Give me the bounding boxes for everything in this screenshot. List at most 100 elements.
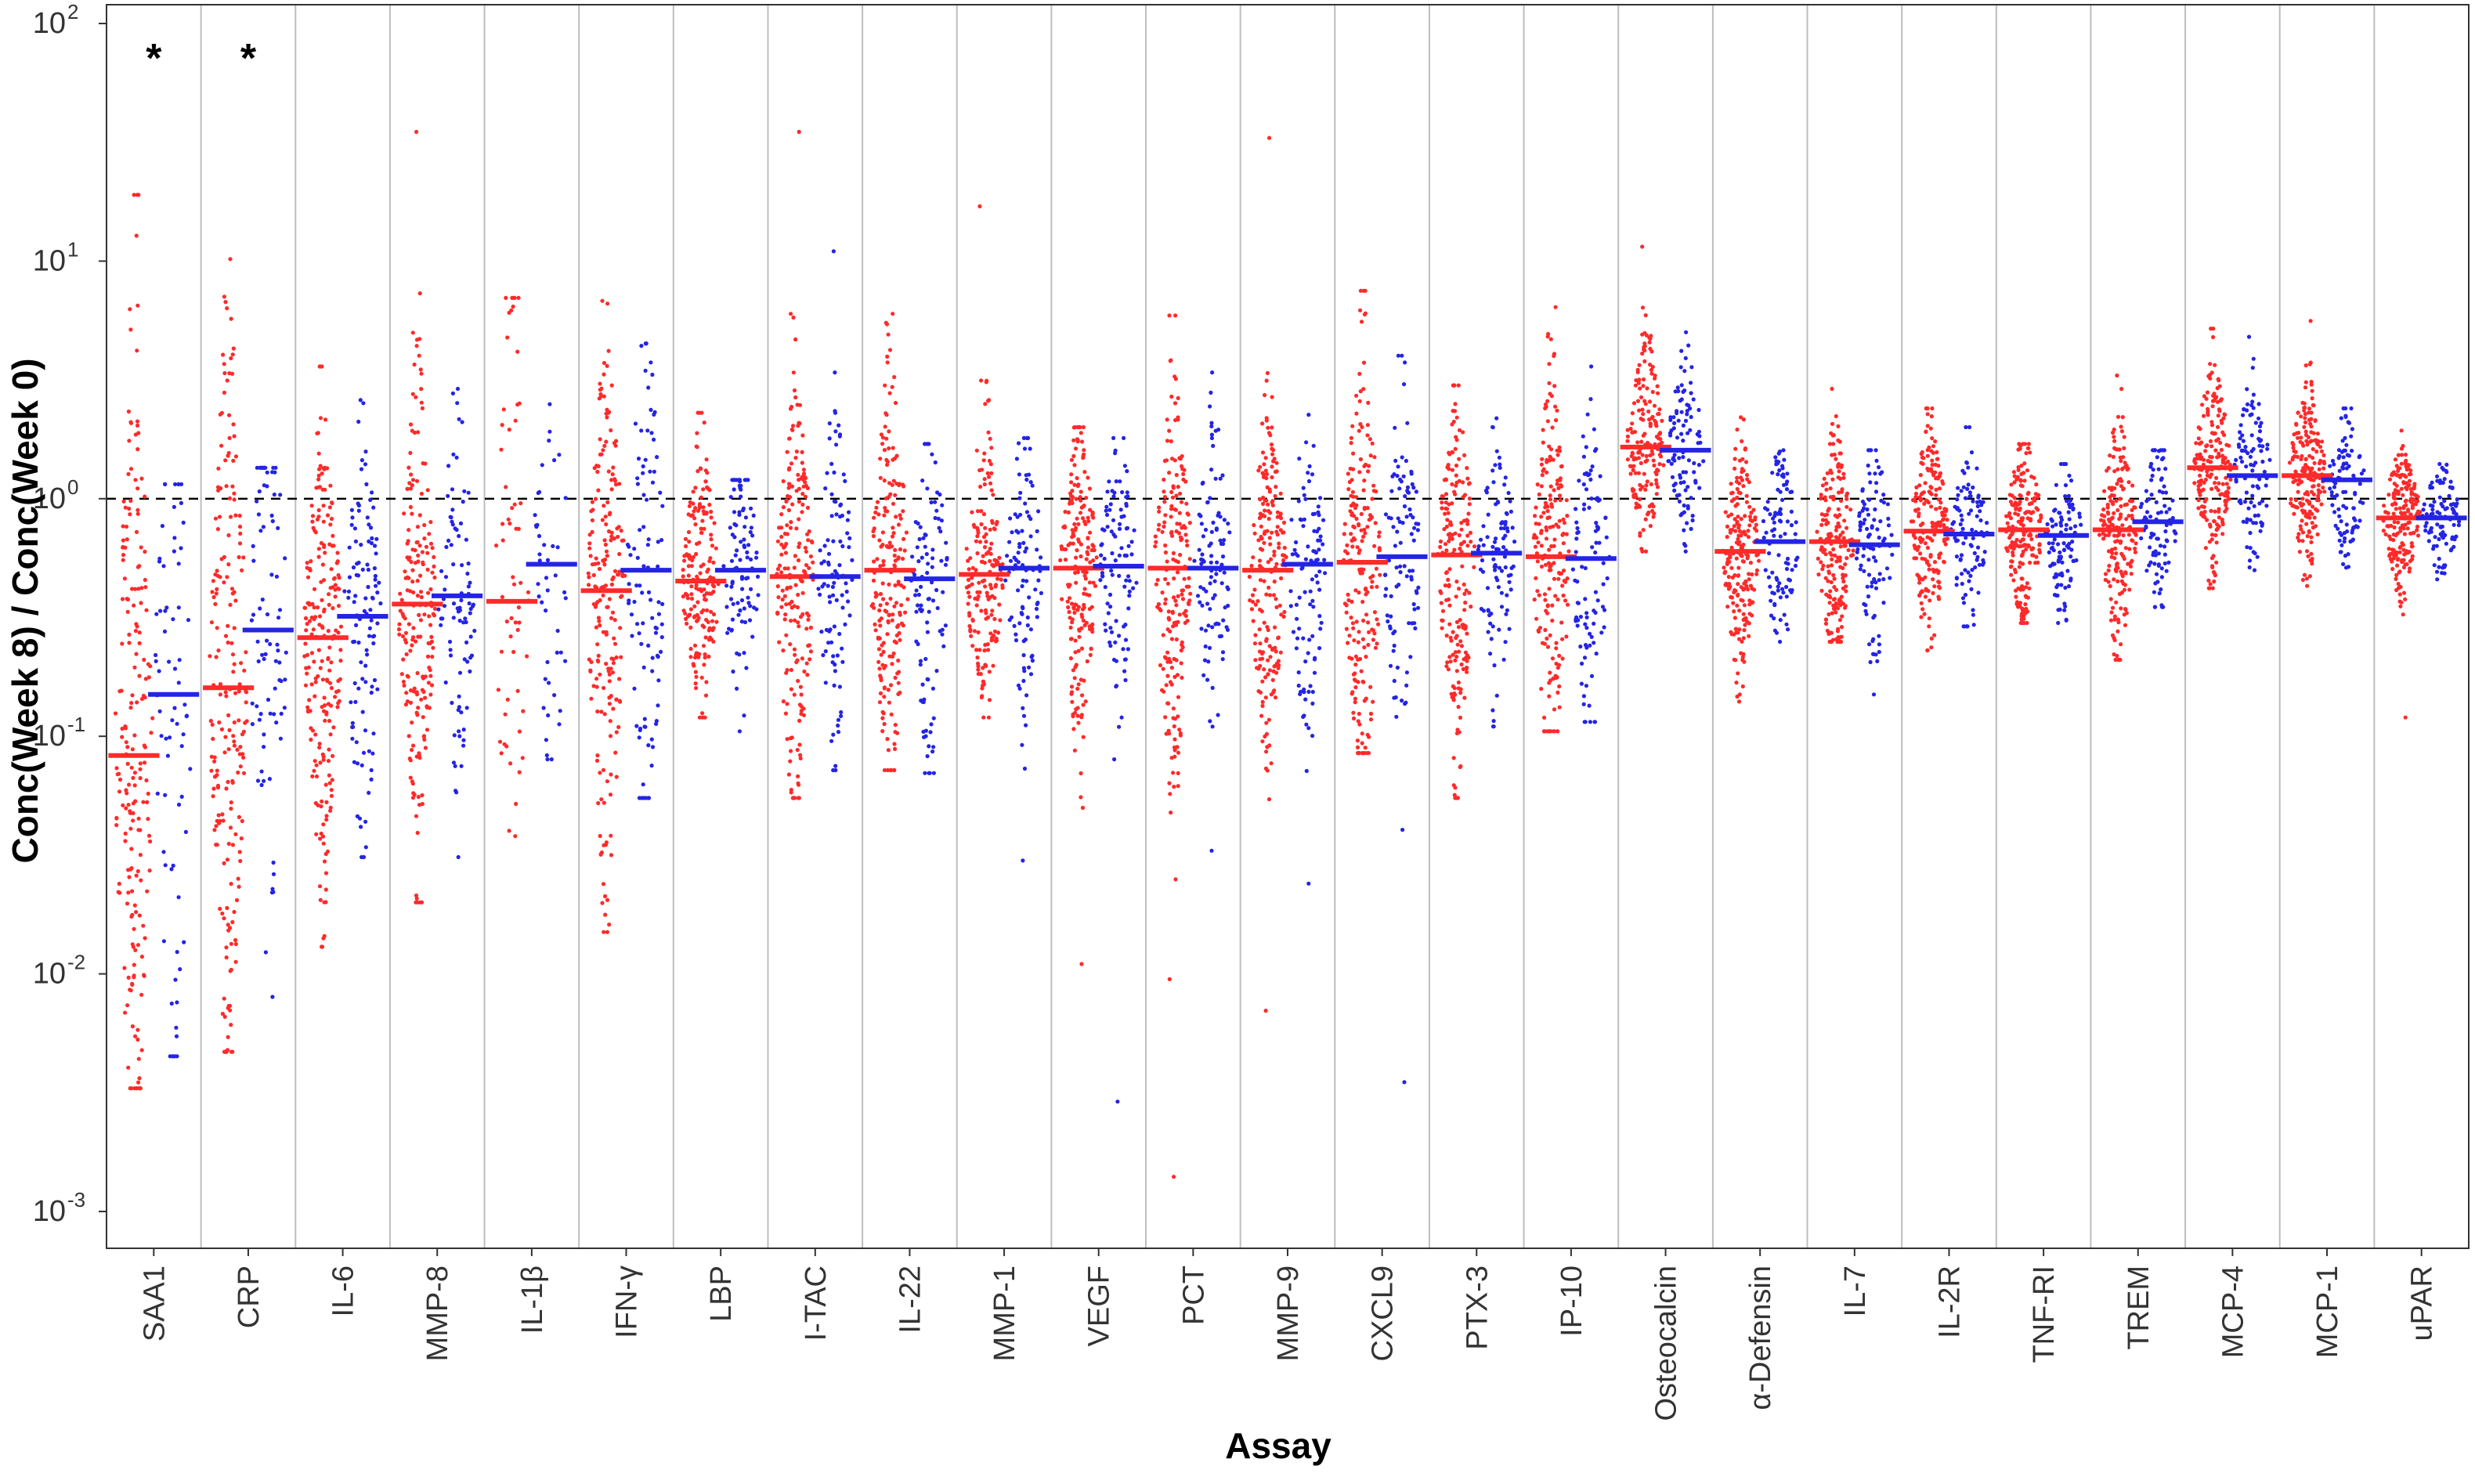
data-point	[686, 573, 691, 578]
data-point	[709, 537, 714, 542]
data-point	[1398, 564, 1403, 569]
data-point	[333, 594, 338, 599]
data-point	[1672, 488, 1677, 493]
data-point	[1354, 516, 1359, 522]
data-point	[833, 764, 838, 768]
data-point	[1028, 627, 1033, 632]
data-point	[1741, 468, 1746, 473]
data-point	[215, 626, 219, 630]
data-point	[1548, 447, 1554, 452]
data-point	[414, 814, 419, 818]
data-point	[607, 679, 612, 684]
data-point	[1129, 552, 1134, 557]
data-point	[120, 597, 125, 601]
data-point	[1512, 540, 1517, 544]
data-point	[408, 775, 413, 780]
data-point	[1017, 496, 1022, 500]
data-point	[1294, 540, 1299, 545]
data-point	[989, 636, 994, 641]
data-point	[596, 659, 601, 664]
data-point	[1299, 518, 1304, 522]
data-point	[1205, 601, 1210, 606]
data-point	[516, 295, 521, 300]
data-point	[401, 679, 406, 684]
data-point	[1496, 547, 1501, 552]
data-point	[1545, 457, 1549, 463]
data-point	[1595, 496, 1599, 501]
data-point	[443, 575, 449, 580]
data-point	[1180, 592, 1184, 597]
data-point	[788, 525, 793, 530]
data-point	[1440, 618, 1444, 623]
data-point	[229, 316, 233, 321]
data-point	[125, 537, 129, 542]
data-point	[1122, 435, 1126, 441]
data-point	[265, 484, 269, 489]
data-point	[693, 506, 698, 511]
data-point	[1351, 626, 1356, 630]
data-point	[641, 493, 646, 497]
data-point	[1358, 308, 1363, 312]
outlier-point	[1115, 1099, 1120, 1104]
data-point	[1035, 547, 1039, 552]
data-point	[451, 601, 457, 606]
data-point	[1124, 501, 1129, 507]
data-point	[801, 569, 807, 573]
data-point	[323, 718, 327, 723]
data-point	[117, 771, 121, 776]
data-point	[346, 595, 351, 600]
data-point	[1108, 605, 1113, 609]
data-point	[135, 700, 139, 705]
data-point	[143, 549, 147, 554]
data-point	[1651, 458, 1656, 463]
data-point	[303, 616, 309, 621]
data-point	[544, 738, 549, 742]
data-point	[1072, 463, 1077, 468]
data-point	[1183, 613, 1188, 619]
data-point	[1039, 555, 1043, 560]
data-point	[1018, 490, 1023, 495]
data-point	[428, 623, 433, 627]
data-point	[609, 853, 614, 858]
data-point	[323, 551, 327, 555]
data-point	[1740, 598, 1745, 603]
data-point	[649, 598, 653, 602]
data-point	[617, 677, 622, 681]
data-point	[876, 512, 881, 517]
data-point	[225, 306, 229, 311]
data-point	[369, 541, 374, 546]
data-point	[785, 450, 789, 454]
data-point	[890, 534, 895, 539]
data-point	[702, 663, 706, 667]
data-point	[1275, 510, 1280, 515]
data-point	[370, 751, 375, 756]
data-point	[1288, 589, 1293, 594]
data-point	[1542, 729, 1547, 734]
data-point	[1450, 468, 1455, 472]
data-point	[1353, 663, 1358, 667]
data-point	[887, 612, 892, 617]
data-point	[712, 521, 717, 525]
data-point	[1250, 593, 1256, 598]
data-point	[224, 945, 229, 950]
data-point	[1479, 537, 1483, 542]
data-point	[1740, 439, 1744, 444]
data-point	[1404, 458, 1408, 464]
data-point	[1366, 400, 1371, 405]
data-point	[1017, 441, 1021, 446]
data-point	[609, 772, 613, 777]
data-point	[121, 558, 125, 562]
data-point	[1547, 444, 1552, 449]
data-point	[130, 747, 135, 752]
data-point	[1263, 675, 1268, 680]
data-point	[132, 783, 137, 788]
data-point	[1226, 587, 1230, 592]
data-point	[1545, 603, 1550, 608]
data-point	[1650, 508, 1655, 514]
data-point	[130, 982, 135, 987]
data-point	[1491, 724, 1496, 729]
data-point	[1104, 628, 1108, 633]
data-point	[1675, 385, 1680, 390]
data-point	[320, 562, 325, 567]
data-point	[1067, 609, 1071, 615]
